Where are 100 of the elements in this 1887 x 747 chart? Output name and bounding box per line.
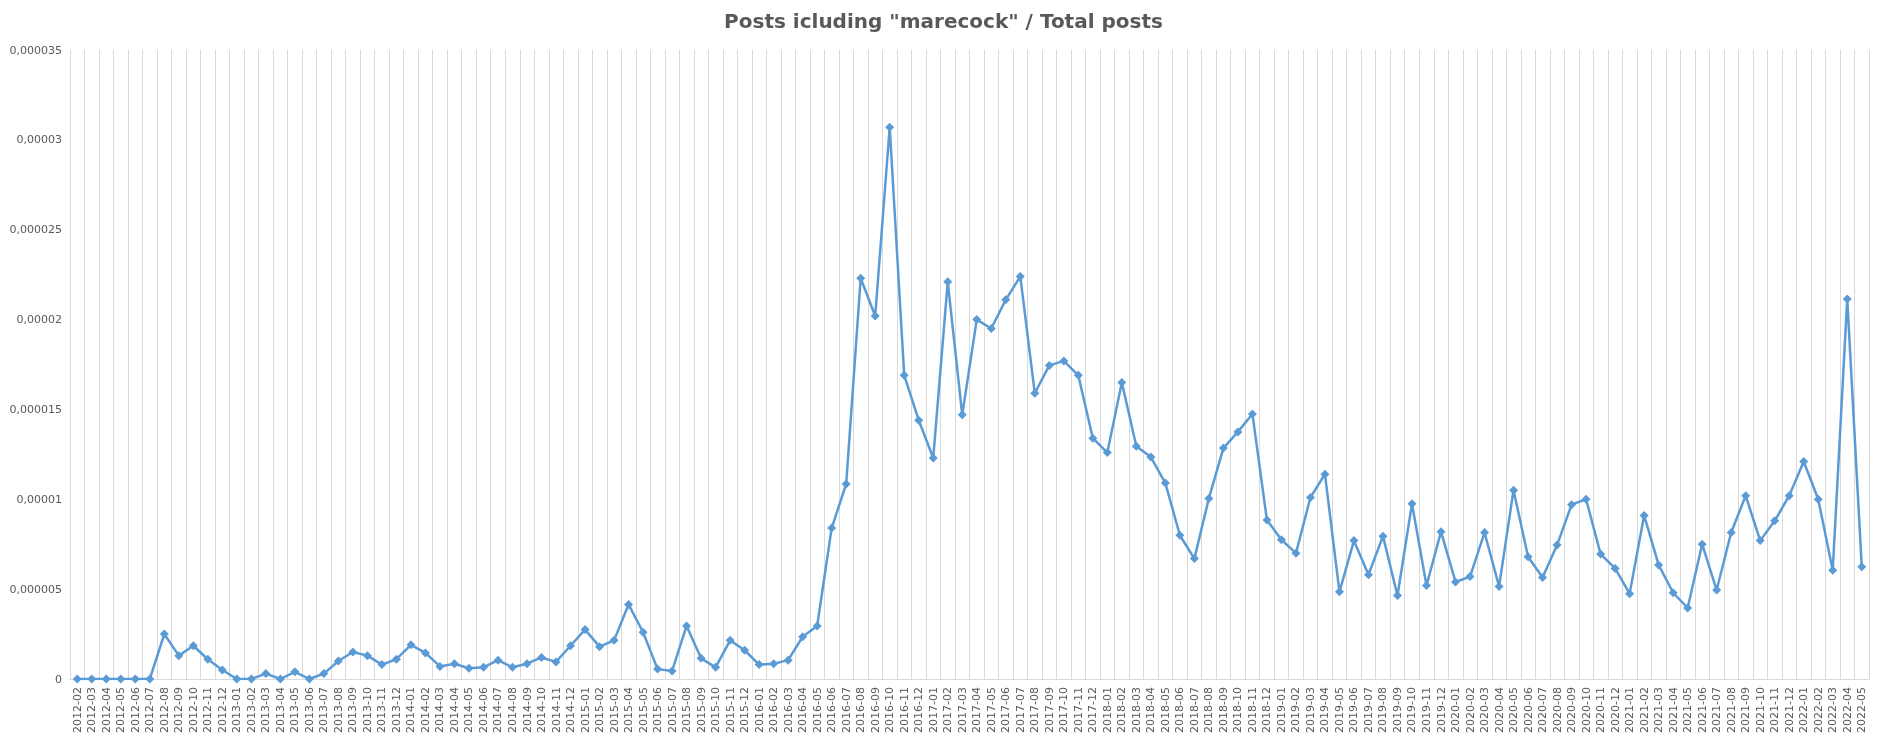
x-tick-label: 2014-04 (447, 687, 461, 733)
x-tick-label: 2017-10 (1057, 687, 1071, 733)
x-tick-label: 2017-12 (1086, 687, 1100, 733)
x-tick-label: 2017-06 (999, 687, 1013, 733)
chart-title: Posts icluding "marecock" / Total posts (724, 9, 1163, 33)
x-tick-label: 2017-03 (955, 687, 969, 733)
x-tick-label: 2021-03 (1652, 687, 1666, 733)
x-tick-label: 2021-04 (1666, 687, 1680, 733)
x-tick-label: 2021-05 (1681, 687, 1695, 733)
x-tick-label: 2018-06 (1173, 687, 1187, 733)
x-tick-label: 2013-03 (259, 687, 273, 733)
x-tick-label: 2018-10 (1231, 687, 1245, 733)
y-tick-label: 0,000015 (9, 402, 62, 416)
x-tick-label: 2012-03 (85, 687, 99, 733)
x-tick-label: 2012-08 (157, 687, 171, 733)
x-tick-label: 2014-06 (476, 687, 490, 733)
x-tick-label: 2012-02 (70, 687, 84, 733)
x-tick-label: 2016-07 (839, 687, 853, 733)
x-tick-label: 2016-09 (868, 687, 882, 733)
x-tick-label: 2020-08 (1550, 687, 1564, 733)
x-tick-label: 2021-01 (1623, 687, 1637, 733)
x-tick-label: 2013-10 (360, 687, 374, 733)
x-tick-label: 2020-09 (1565, 687, 1579, 733)
x-tick-label: 2022-04 (1840, 687, 1854, 733)
x-tick-label: 2017-08 (1028, 687, 1042, 733)
x-tick-label: 2016-02 (767, 687, 781, 733)
x-tick-label: 2014-02 (418, 687, 432, 733)
x-tick-label: 2018-08 (1202, 687, 1216, 733)
x-tick-label: 2013-09 (346, 687, 360, 733)
x-tick-label: 2012-06 (128, 687, 142, 733)
x-tick-label: 2014-07 (491, 687, 505, 733)
x-tick-label: 2014-03 (433, 687, 447, 733)
x-tick-label: 2015-07 (665, 687, 679, 733)
x-tick-label: 2014-09 (520, 687, 534, 733)
x-tick-label: 2019-05 (1332, 687, 1346, 733)
y-tick-label: 0,000035 (9, 43, 62, 57)
x-tick-label: 2020-04 (1492, 687, 1506, 733)
x-tick-label: 2012-07 (143, 687, 157, 733)
x-tick-label: 2012-05 (114, 687, 128, 733)
x-tick-label: 2015-06 (651, 687, 665, 733)
x-tick-label: 2021-06 (1695, 687, 1709, 733)
x-tick-label: 2016-04 (796, 687, 810, 733)
x-tick-label: 2021-10 (1753, 687, 1767, 733)
x-tick-label: 2015-01 (578, 687, 592, 733)
x-tick-label: 2020-03 (1478, 687, 1492, 733)
x-tick-label: 2019-02 (1289, 687, 1303, 733)
x-tick-label: 2022-01 (1797, 687, 1811, 733)
x-tick-label: 2016-06 (825, 687, 839, 733)
x-tick-label: 2013-07 (317, 687, 331, 733)
x-tick-label: 2019-10 (1405, 687, 1419, 733)
x-tick-label: 2012-12 (215, 687, 229, 733)
x-tick-label: 2012-10 (186, 687, 200, 733)
x-tick-label: 2016-12 (912, 687, 926, 733)
x-tick-label: 2018-01 (1100, 687, 1114, 733)
x-tick-label: 2020-01 (1449, 687, 1463, 733)
x-tick-label: 2022-05 (1855, 687, 1869, 733)
x-tick-label: 2013-04 (273, 687, 287, 733)
x-tick-label: 2013-02 (244, 687, 258, 733)
x-tick-label: 2015-11 (723, 687, 737, 733)
y-tick-label: 0,000025 (9, 223, 62, 237)
y-tick-label: 0,00001 (16, 492, 62, 506)
x-tick-label: 2017-11 (1071, 687, 1085, 733)
x-tick-label: 2020-02 (1463, 687, 1477, 733)
x-tick-label: 2021-07 (1710, 687, 1724, 733)
x-tick-label: 2017-05 (984, 687, 998, 733)
y-tick-label: 0 (55, 672, 62, 686)
x-tick-label: 2012-11 (201, 687, 215, 733)
x-tick-label: 2022-03 (1826, 687, 1840, 733)
x-tick-label: 2017-09 (1042, 687, 1056, 733)
x-tick-label: 2014-05 (462, 687, 476, 733)
y-tick-label: 0,000005 (9, 582, 62, 596)
x-tick-label: 2019-06 (1347, 687, 1361, 733)
x-tick-label: 2015-12 (738, 687, 752, 733)
x-tick-label: 2015-02 (593, 687, 607, 733)
x-tick-label: 2019-12 (1434, 687, 1448, 733)
x-tick-label: 2014-12 (564, 687, 578, 733)
x-tick-label: 2012-09 (172, 687, 186, 733)
x-tick-label: 2014-10 (535, 687, 549, 733)
x-tick-label: 2018-12 (1260, 687, 1274, 733)
x-tick-label: 2020-06 (1521, 687, 1535, 733)
x-tick-label: 2019-11 (1420, 687, 1433, 733)
x-tick-label: 2017-04 (970, 687, 984, 733)
x-tick-label: 2020-07 (1536, 687, 1550, 733)
x-tick-label: 2016-11 (897, 687, 911, 733)
y-tick-label: 0,00003 (16, 133, 62, 147)
x-tick-label: 2014-01 (404, 687, 418, 733)
x-tick-label: 2014-11 (549, 687, 563, 733)
x-tick-label: 2016-03 (781, 687, 795, 733)
x-tick-label: 2020-12 (1608, 687, 1622, 733)
x-tick-label: 2015-10 (709, 687, 723, 733)
x-tick-label: 2019-07 (1361, 687, 1375, 733)
x-tick-label: 2017-01 (926, 687, 940, 733)
x-tick-label: 2018-04 (1144, 687, 1158, 733)
x-tick-label: 2015-04 (622, 687, 636, 733)
x-tick-label: 2016-08 (854, 687, 868, 733)
x-tick-label: 2019-08 (1376, 687, 1390, 733)
x-tick-label: 2022-02 (1811, 687, 1825, 733)
x-tick-label: 2013-06 (302, 687, 316, 733)
x-tick-label: 2021-08 (1724, 687, 1738, 733)
x-tick-label: 2020-10 (1579, 687, 1593, 733)
